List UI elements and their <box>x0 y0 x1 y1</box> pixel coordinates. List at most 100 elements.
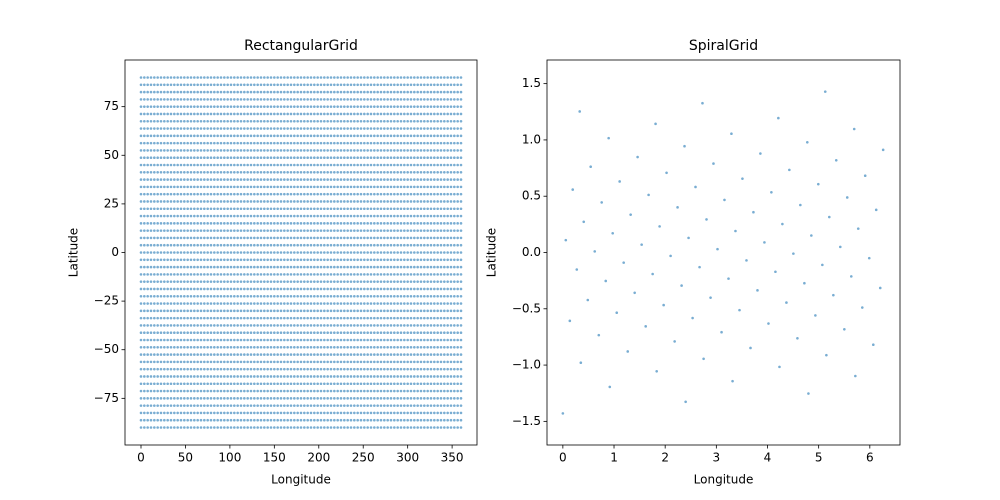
point <box>376 404 379 407</box>
point <box>369 397 373 400</box>
point <box>179 367 183 371</box>
point <box>253 258 256 262</box>
point <box>296 200 299 203</box>
point <box>246 163 249 167</box>
point <box>409 302 413 305</box>
point <box>409 156 413 160</box>
point <box>439 156 443 160</box>
point <box>203 134 206 138</box>
point <box>376 185 379 189</box>
point <box>386 324 389 327</box>
point <box>346 90 349 94</box>
point <box>246 345 249 349</box>
point <box>333 243 336 247</box>
point <box>229 185 233 189</box>
point <box>416 331 419 335</box>
point <box>339 112 343 116</box>
point <box>159 243 163 247</box>
point <box>379 375 383 378</box>
point <box>266 214 269 218</box>
point <box>439 324 443 327</box>
point <box>266 309 269 313</box>
point <box>289 156 293 160</box>
point <box>176 149 179 152</box>
point <box>323 338 326 342</box>
point <box>439 222 443 225</box>
point <box>356 382 359 386</box>
point <box>386 345 389 349</box>
point <box>433 134 436 138</box>
point <box>349 185 353 189</box>
point <box>146 214 149 218</box>
point <box>146 375 149 378</box>
point <box>286 309 289 313</box>
point <box>446 76 449 79</box>
point <box>259 222 263 225</box>
point <box>206 294 209 298</box>
point <box>159 200 163 203</box>
point <box>139 258 143 262</box>
point <box>456 200 459 203</box>
point <box>189 302 193 305</box>
point <box>453 324 456 327</box>
point <box>303 236 306 240</box>
point <box>313 265 316 269</box>
point <box>386 258 389 262</box>
point <box>329 309 333 313</box>
point <box>293 214 296 218</box>
point <box>203 192 206 196</box>
point <box>156 309 159 313</box>
point <box>176 163 179 167</box>
point <box>273 156 276 160</box>
point <box>243 331 246 335</box>
point <box>429 331 433 335</box>
point <box>289 367 293 371</box>
point <box>279 258 283 262</box>
point <box>343 316 346 320</box>
point <box>662 303 665 307</box>
point <box>219 375 223 378</box>
point <box>349 243 353 247</box>
point <box>256 411 259 415</box>
point <box>339 90 343 94</box>
point <box>376 112 379 116</box>
point <box>186 98 189 101</box>
point <box>159 207 163 211</box>
point <box>433 353 436 356</box>
point <box>179 76 183 79</box>
x-tick-label: 5 <box>815 451 823 465</box>
point <box>339 338 343 342</box>
point <box>213 243 216 247</box>
point <box>366 236 369 240</box>
point <box>346 375 349 378</box>
point <box>246 389 249 393</box>
point <box>289 119 293 123</box>
point <box>233 236 236 240</box>
point <box>416 200 419 203</box>
point <box>359 178 363 181</box>
point <box>326 200 329 203</box>
point <box>209 287 213 291</box>
point <box>206 149 209 152</box>
point <box>396 98 399 101</box>
point <box>259 83 263 87</box>
point <box>389 200 393 203</box>
point <box>349 170 353 174</box>
point <box>373 397 376 400</box>
point <box>206 251 209 254</box>
point <box>363 214 366 218</box>
point <box>409 243 413 247</box>
point <box>339 156 343 160</box>
point <box>186 360 189 364</box>
point <box>183 258 186 262</box>
point <box>263 90 266 94</box>
point <box>413 105 416 108</box>
point <box>139 287 143 291</box>
point <box>146 127 149 130</box>
point <box>156 324 159 327</box>
point <box>416 287 419 291</box>
point <box>353 360 356 364</box>
point <box>143 265 146 269</box>
point <box>429 258 433 262</box>
point <box>203 273 206 276</box>
